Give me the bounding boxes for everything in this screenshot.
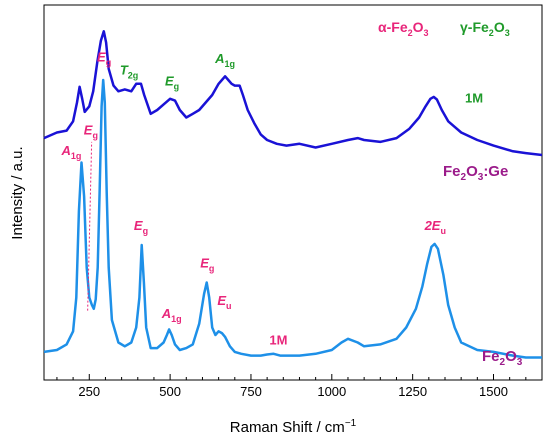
peak-label-a1g-ge: A1g [214, 51, 235, 69]
peak-label-eg-3: Eg [134, 218, 148, 236]
x-axis-ticks [56, 374, 543, 380]
peak-label-eg-4: Eg [200, 256, 214, 274]
y-axis-title: Intensity / a.u. [9, 146, 26, 239]
x-tick-label: 1250 [398, 384, 427, 399]
series-label-fe2o3: Fe2O3 [482, 348, 523, 368]
x-tick-label: 250 [78, 384, 100, 399]
peak-label-eg-2: Eg [97, 49, 111, 67]
series-line-fe2o3 [43, 78, 542, 359]
x-tick-label: 500 [159, 384, 181, 399]
peak-label-a1g-1: A1g [61, 143, 82, 161]
plot-frame [43, 4, 543, 381]
peak-label-1m-fe: 1M [269, 332, 287, 347]
series-line-fe2o3-ge [43, 30, 543, 157]
peak-label-eu-1: Eu [217, 293, 231, 311]
x-axis-title: Raman Shift / cm−1 [230, 418, 357, 436]
peak-label-t2g: T2g [120, 62, 138, 80]
legend-alpha-fe2o3: α-Fe2O3 [378, 19, 429, 38]
x-axis-tick-labels: 250 500 750 1000 1250 1500 [78, 384, 508, 399]
peak-marker-dotted [87, 141, 93, 311]
series-label-fe2o3-ge: Fe2O3:Ge [443, 163, 508, 183]
x-tick-label: 750 [240, 384, 262, 399]
legend-gamma-fe2o3: γ-Fe2O3 [460, 19, 510, 38]
x-tick-label: 1000 [317, 384, 346, 399]
series-lines [43, 30, 543, 359]
peak-label-eg-1: Eg [84, 122, 98, 140]
peak-label-1m-ge: 1M [465, 91, 483, 106]
x-tick-label: 1500 [479, 384, 508, 399]
peak-label-a1g-2: A1g [161, 306, 182, 324]
peak-label-eg-ge: Eg [165, 74, 179, 92]
peak-label-2eu: 2Eu [424, 218, 446, 236]
